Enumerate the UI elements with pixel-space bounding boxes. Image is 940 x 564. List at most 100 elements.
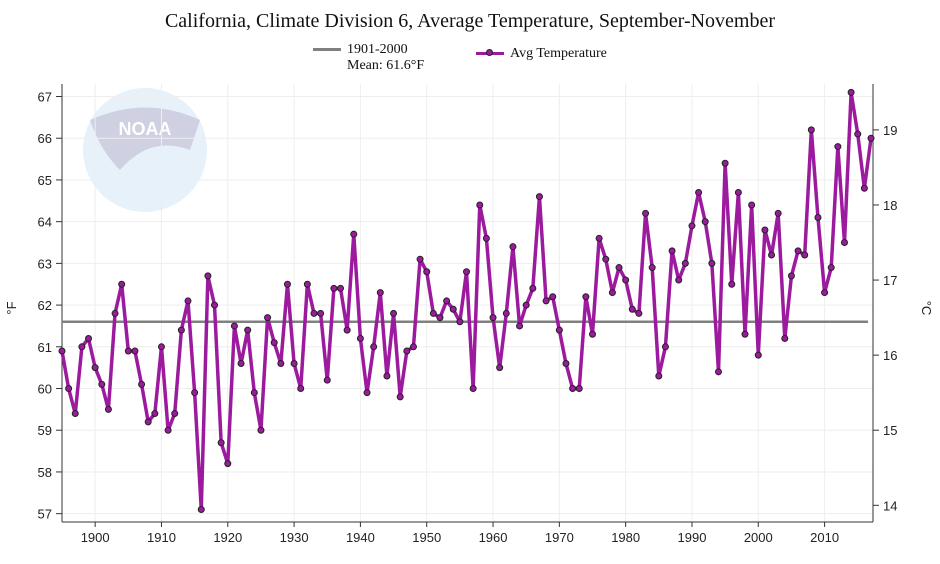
data-point bbox=[317, 309, 325, 317]
data-point bbox=[98, 380, 106, 388]
data-point bbox=[244, 326, 252, 334]
data-point bbox=[840, 239, 848, 247]
data-point bbox=[821, 289, 829, 297]
legend-series-label: Avg Temperature bbox=[510, 46, 607, 61]
data-point bbox=[211, 301, 219, 309]
data-point bbox=[807, 126, 815, 134]
logo-text: NOAA bbox=[119, 119, 172, 139]
data-point bbox=[516, 322, 524, 330]
data-point bbox=[449, 305, 457, 313]
data-point bbox=[714, 368, 722, 376]
data-point bbox=[741, 330, 749, 338]
x-tick-label: 1960 bbox=[479, 530, 508, 545]
data-point bbox=[787, 272, 795, 280]
x-tick-label: 1920 bbox=[213, 530, 242, 545]
data-point bbox=[436, 314, 444, 322]
data-point bbox=[642, 209, 650, 217]
y-right-tick-label: 19 bbox=[883, 123, 897, 138]
y-right-tick-label: 15 bbox=[883, 423, 897, 438]
data-point bbox=[867, 134, 875, 142]
data-point bbox=[688, 222, 696, 230]
data-point bbox=[502, 309, 510, 317]
data-point bbox=[860, 184, 868, 192]
data-point bbox=[144, 418, 152, 426]
data-point bbox=[416, 255, 424, 263]
data-point bbox=[681, 259, 689, 267]
data-point bbox=[370, 343, 378, 351]
data-point bbox=[409, 343, 417, 351]
data-point bbox=[104, 405, 112, 413]
y-tick-label: 59 bbox=[38, 423, 52, 438]
data-point bbox=[535, 193, 543, 201]
y-tick-label: 63 bbox=[38, 256, 52, 271]
x-tick-label: 1910 bbox=[147, 530, 176, 545]
data-point bbox=[264, 314, 272, 322]
data-point bbox=[854, 130, 862, 138]
legend-mean: 1901-2000 Mean: 61.6°F bbox=[313, 42, 424, 74]
data-point bbox=[111, 309, 119, 317]
y-tick-label: 58 bbox=[38, 465, 52, 480]
data-point bbox=[157, 343, 165, 351]
data-point bbox=[224, 460, 232, 468]
data-point bbox=[85, 334, 93, 342]
data-point bbox=[562, 359, 570, 367]
data-point bbox=[164, 426, 172, 434]
data-point bbox=[237, 359, 245, 367]
data-point bbox=[383, 372, 391, 380]
data-point bbox=[668, 247, 676, 255]
data-point bbox=[396, 393, 404, 401]
data-point bbox=[542, 297, 550, 305]
data-point bbox=[748, 201, 756, 209]
x-tick-label: 1990 bbox=[678, 530, 707, 545]
data-point bbox=[655, 372, 663, 380]
legend-mean-label2: Mean: 61.6°F bbox=[347, 58, 425, 73]
data-point bbox=[476, 201, 484, 209]
data-point bbox=[184, 297, 192, 305]
x-tick-label: 1940 bbox=[346, 530, 375, 545]
data-point bbox=[522, 301, 530, 309]
data-point bbox=[569, 385, 577, 393]
data-point bbox=[595, 234, 603, 242]
data-point bbox=[814, 213, 822, 221]
data-point bbox=[708, 259, 716, 267]
x-tick-label: 1980 bbox=[611, 530, 640, 545]
data-point bbox=[588, 330, 596, 338]
data-point bbox=[695, 188, 703, 196]
y-tick-label: 61 bbox=[38, 340, 52, 355]
data-point bbox=[191, 389, 199, 397]
data-point bbox=[363, 389, 371, 397]
data-point bbox=[622, 276, 630, 284]
noaa-logo: NOAA bbox=[83, 88, 207, 212]
x-tick-label: 2010 bbox=[810, 530, 839, 545]
data-point bbox=[297, 385, 305, 393]
x-tick-label: 1900 bbox=[81, 530, 110, 545]
data-point bbox=[403, 347, 411, 355]
legend-series-swatch bbox=[476, 49, 504, 57]
chart-title: California, Climate Division 6, Average … bbox=[164, 10, 776, 32]
data-point bbox=[303, 280, 311, 288]
data-point bbox=[774, 209, 782, 217]
data-point bbox=[675, 276, 683, 284]
data-point bbox=[827, 264, 835, 272]
data-point bbox=[701, 218, 709, 226]
y-axis-label: °F bbox=[4, 301, 19, 314]
data-point bbox=[635, 309, 643, 317]
data-point bbox=[171, 410, 179, 418]
data-point bbox=[734, 188, 742, 196]
data-point bbox=[768, 251, 776, 259]
data-point bbox=[323, 376, 331, 384]
data-point bbox=[615, 264, 623, 272]
data-point bbox=[761, 226, 769, 234]
data-point bbox=[250, 389, 258, 397]
data-point bbox=[283, 280, 291, 288]
data-point bbox=[376, 289, 384, 297]
data-point bbox=[482, 234, 490, 242]
data-point bbox=[582, 293, 590, 301]
data-point bbox=[728, 280, 736, 288]
data-point bbox=[463, 268, 471, 276]
data-point bbox=[65, 385, 73, 393]
y-tick-label: 62 bbox=[38, 298, 52, 313]
data-point bbox=[509, 243, 517, 251]
